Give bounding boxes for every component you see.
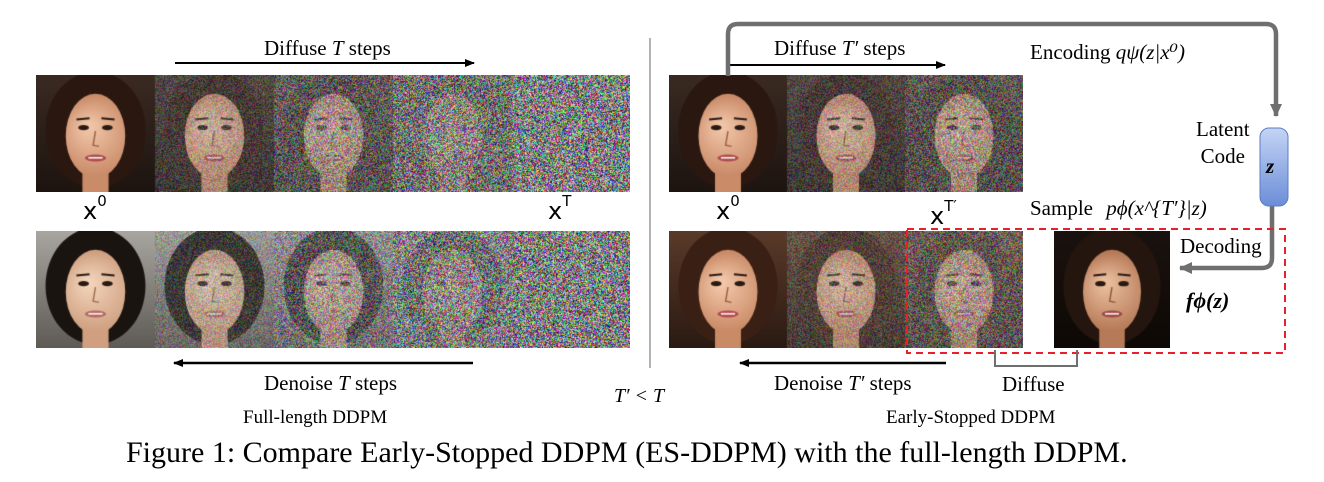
encoding-arrow: [725, 21, 1282, 117]
left-panel-title: Full-length DDPM: [243, 407, 388, 428]
figure-caption: Figure 1: Compare Early-Stopped DDPM (ES…: [126, 436, 1128, 469]
condition-label: T′ < T: [614, 385, 665, 407]
right-denoise-label: Denoise T′ steps: [774, 373, 912, 394]
left-denoise-suffix: steps: [355, 371, 398, 395]
right-top-images: [669, 75, 1023, 192]
sample-label: Sample pϕ(x^{T′}|z): [1030, 198, 1207, 219]
right-bottom-image-row: [669, 231, 1023, 348]
diffuse-bracket: [994, 350, 1078, 367]
sample-expr: pϕ(x^{T′}|z): [1106, 196, 1207, 220]
latent-code-label: Latent Code: [1196, 116, 1250, 171]
right-x0-sup: 0: [730, 192, 740, 210]
decoder-output-label: fϕ(z): [1186, 288, 1230, 313]
left-denoise-word: Denoise: [264, 371, 333, 395]
right-xT-label: xT′: [930, 199, 957, 230]
right-xT-base: x: [930, 202, 945, 230]
right-xT-sup: T′: [944, 197, 957, 215]
encoding-label: Encoding qψ(z|x⁰): [1030, 42, 1185, 63]
left-denoise-var: T: [338, 371, 350, 395]
sample-word: Sample: [1030, 196, 1093, 220]
right-diffuse-suffix: steps: [863, 36, 906, 60]
right-denoise-var: T′: [848, 371, 865, 395]
left-diffuse-label: Diffuse T steps: [264, 38, 391, 59]
sampling-dashed-box: [906, 228, 1286, 354]
left-x0-sup: 0: [97, 192, 107, 210]
left-xT-base: x: [548, 197, 563, 225]
latent-code-box: [1259, 127, 1289, 207]
right-top-image-row: [669, 75, 1023, 192]
decoding-label: Decoding: [1180, 234, 1262, 258]
decoded-face-image: [1054, 231, 1170, 348]
right-diffuse-var: T′: [841, 36, 859, 60]
left-bottom-images: [36, 231, 630, 348]
left-xT-label: xT: [548, 194, 571, 225]
left-top-images: [36, 75, 630, 192]
right-diffuse-word: Diffuse: [774, 36, 837, 60]
decoding-arrow: [1179, 205, 1275, 274]
encoding-expr: qψ(z|x⁰): [1115, 40, 1185, 64]
left-diffuse-var: T: [331, 36, 344, 60]
left-x0-base: x: [83, 197, 98, 225]
decoded-face: [1054, 231, 1170, 348]
left-x0-label: x0: [83, 194, 107, 225]
right-denoise-suffix: steps: [869, 371, 912, 395]
right-x0-base: x: [716, 197, 731, 225]
right-bottom-images: [669, 231, 1023, 348]
left-denoise-label: Denoise T steps: [264, 373, 397, 394]
latent-label-line1: Latent: [1196, 117, 1250, 141]
latent-symbol: z: [1266, 154, 1275, 178]
left-xT-sup: T: [562, 192, 572, 210]
latent-label-line2: Code: [1200, 144, 1245, 169]
right-diffuse-label: Diffuse T′ steps: [774, 38, 905, 59]
right-panel-title: Early-Stopped DDPM: [886, 407, 1056, 428]
left-bottom-image-row: [36, 231, 630, 348]
right-x0-label: x0: [716, 194, 740, 225]
left-diffuse-suffix: steps: [348, 36, 391, 60]
encoding-word: Encoding: [1030, 40, 1111, 64]
left-diffuse-word: Diffuse: [264, 36, 327, 60]
left-top-image-row: [36, 75, 630, 192]
diffuse-bottom-label: Diffuse: [1002, 372, 1065, 396]
right-denoise-word: Denoise: [774, 371, 843, 395]
